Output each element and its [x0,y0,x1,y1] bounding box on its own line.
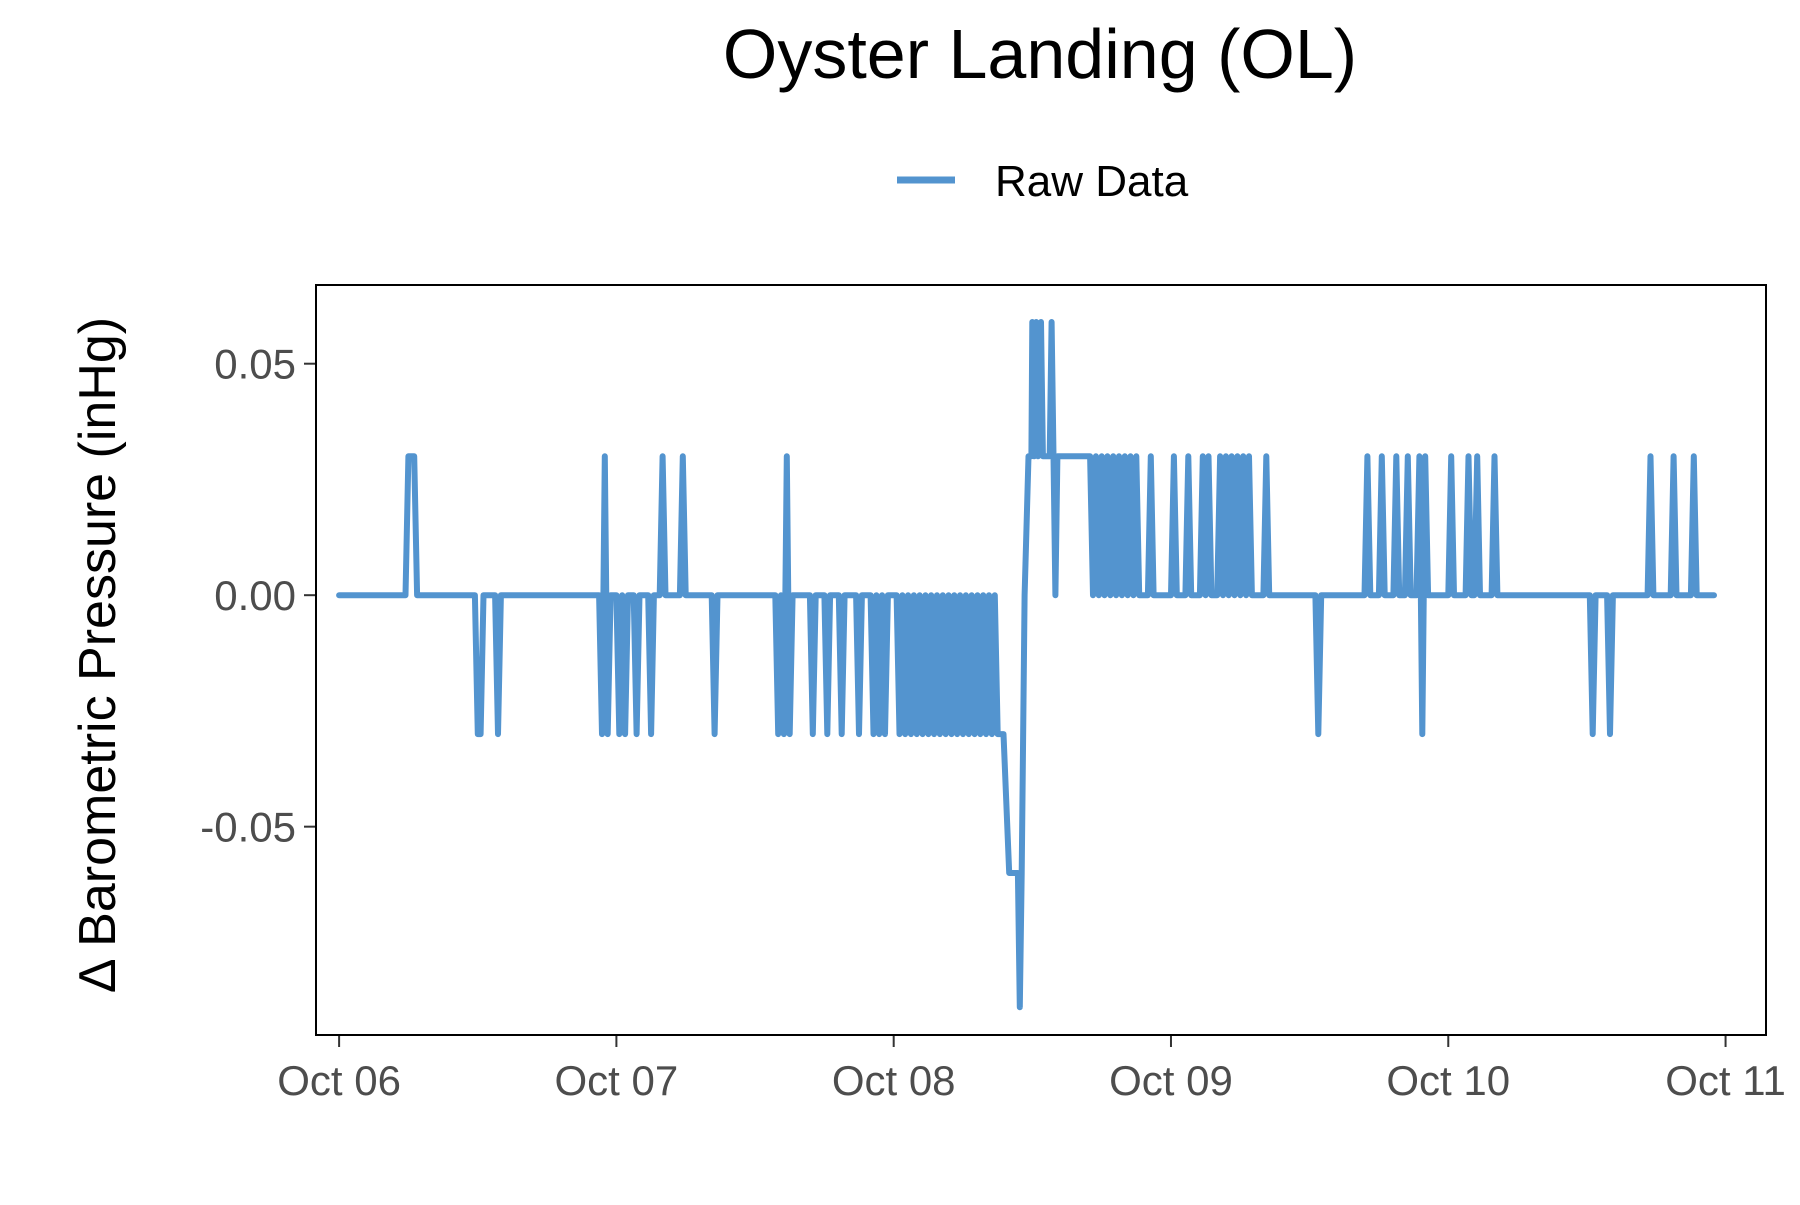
plot-series [336,319,1717,1011]
legend: Raw Data [897,157,1189,206]
chart-title: Oyster Landing (OL) [723,15,1357,93]
legend-label-raw-data: Raw Data [995,157,1189,206]
x-tick-label: Oct 10 [1386,1057,1510,1104]
x-tick-label: Oct 07 [555,1057,679,1104]
x-tick-label: Oct 08 [832,1057,956,1104]
plot-panel-border [315,284,1767,1036]
y-tick-label: 0.05 [214,341,296,388]
x-tick-label: Oct 11 [1665,1057,1786,1104]
x-axis: Oct 06 Oct 07 Oct 08 Oct 09 Oct 10 Oct 11 [277,1035,1786,1104]
x-tick-label: Oct 06 [277,1057,401,1104]
y-tick-label: -0.05 [200,804,296,851]
y-axis-label: Δ Barometric Pressure (inHg) [69,317,127,993]
x-tick-label: Oct 09 [1109,1057,1233,1104]
y-axis: 0.05 0.00 -0.05 [200,341,316,851]
series-line-raw-data [336,319,1717,1011]
y-tick-label: 0.00 [214,572,296,619]
